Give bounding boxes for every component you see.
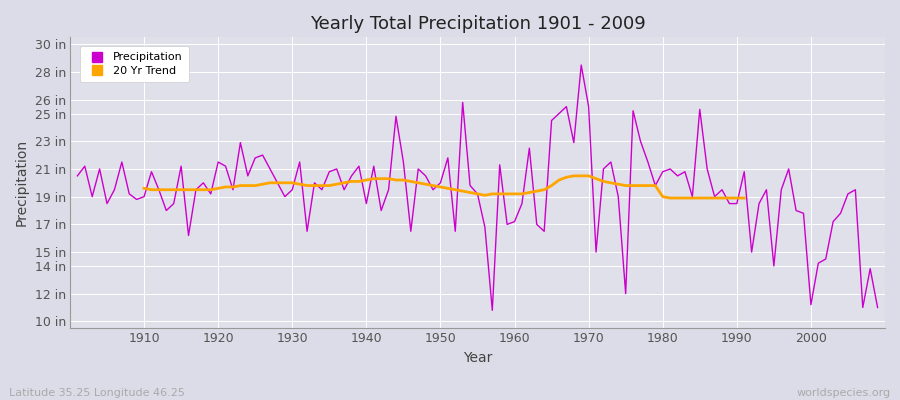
Text: worldspecies.org: worldspecies.org xyxy=(796,388,891,398)
Title: Yearly Total Precipitation 1901 - 2009: Yearly Total Precipitation 1901 - 2009 xyxy=(310,15,645,33)
X-axis label: Year: Year xyxy=(463,351,492,365)
Text: Latitude 35.25 Longitude 46.25: Latitude 35.25 Longitude 46.25 xyxy=(9,388,184,398)
Legend: Precipitation, 20 Yr Trend: Precipitation, 20 Yr Trend xyxy=(79,46,189,82)
Y-axis label: Precipitation: Precipitation xyxy=(15,139,29,226)
